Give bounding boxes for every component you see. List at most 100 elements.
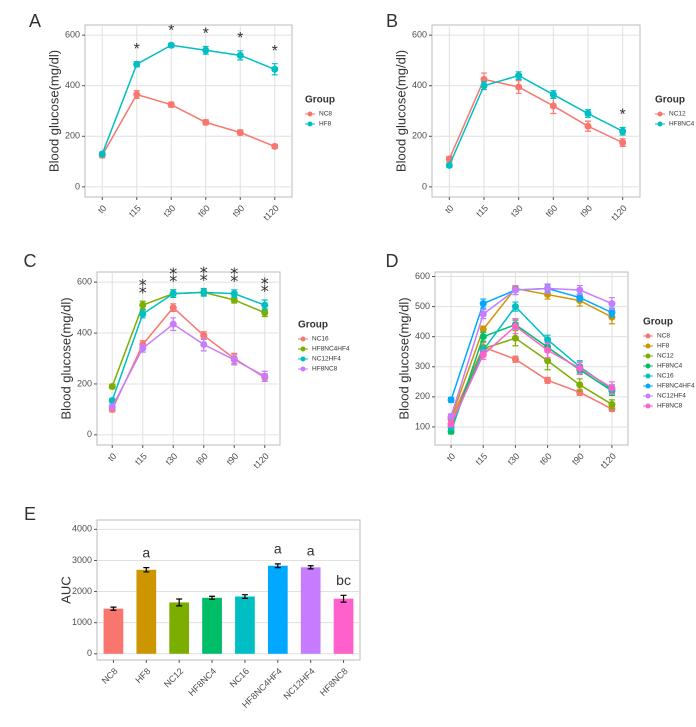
y-tick-label: 500 [415,301,430,311]
y-tick-label: 200 [412,131,427,141]
legend-label: HF8NC4HF4 [312,346,350,353]
point [108,382,116,390]
plot-area [434,271,629,446]
point [576,381,584,389]
point [549,102,557,110]
y-tick-label: 100 [415,421,430,431]
bar [267,565,288,654]
point [167,101,175,109]
x-tick-label: t60 [544,203,560,219]
legend-label: HF8NC4 [669,121,695,128]
annotation: ⁑ [261,277,269,296]
annotation: * [134,41,140,58]
point [447,412,455,420]
legend-dot [645,383,651,389]
error-bar [340,594,347,603]
y-axis-title: AUC [58,576,73,603]
legend-title: Group [305,95,335,106]
annotation: ⁑ [169,267,177,286]
point [608,309,616,317]
point [480,82,488,90]
legend-label: HF8 [657,343,670,350]
point [480,75,488,83]
point [202,46,210,54]
x-tick-label: NC8 [100,666,120,686]
annotation: ⁑ [139,278,147,297]
legend-dot [645,343,651,349]
point [261,372,269,380]
point [167,41,175,49]
annotation: ⁑ [200,266,208,285]
panel-label: D [386,251,399,271]
y-axis-title: Blood glucose(mg/dl) [46,50,61,172]
error-bar [110,606,117,611]
bar [333,598,354,654]
point [549,91,557,99]
x-tick-label: NC12 [162,666,185,689]
annotation: * [203,26,209,43]
x-tick-label: t90 [570,451,586,467]
bar [136,569,157,654]
point [202,118,210,126]
bar [300,567,321,654]
point [236,51,244,59]
point [479,333,487,341]
point [584,122,592,130]
y-tick-label: 4000 [72,524,92,534]
y-tick-label: 200 [77,378,92,388]
legend-dot [300,346,306,352]
annotation: * [620,107,626,124]
point [544,346,552,354]
x-tick-label: t120 [599,451,618,470]
x-tick-label: HF8NC8 [318,666,350,698]
point [511,334,519,342]
annotation: ⁑ [230,267,238,286]
series-line [450,346,613,420]
annotation: bc [336,572,351,588]
legend-dot [307,121,313,127]
legend-dot [645,353,651,359]
y-axis-title: Blood glucose(mg/dl) [58,297,73,419]
panel-label: A [29,11,41,31]
error-bar [176,598,183,607]
series-line [111,291,266,401]
panel-label: B [386,11,398,31]
legend-label: HF8NC4 [657,363,683,370]
error-bar [143,567,150,573]
x-tick-label: t15 [474,203,490,219]
x-tick-label: t90 [578,203,594,219]
error-bar [274,563,281,569]
panel-label: C [24,251,37,271]
point [200,288,208,296]
point [479,310,487,318]
x-tick-label: HF8NC4 [186,666,218,698]
point [576,286,584,294]
series-line [448,78,623,160]
bar [103,608,124,654]
y-tick-label: 200 [415,391,430,401]
y-tick-label: 400 [77,327,92,337]
point [169,304,177,312]
error-bar [209,595,216,600]
y-tick-label: 400 [415,331,430,341]
point [230,290,238,298]
annotation: a [307,542,315,558]
x-tick-label: t15 [133,451,149,467]
point [511,355,519,363]
point [544,285,552,293]
y-axis-title: Blood glucose(mg/dl) [393,50,408,172]
y-tick-label: 400 [65,80,80,90]
point [139,301,147,309]
plot-area [96,271,281,446]
x-tick-label: t15 [473,451,489,467]
point [479,351,487,359]
point [515,83,523,91]
series-line [111,323,266,408]
x-tick-label: t30 [161,203,177,219]
legend-label: HF8NC8 [657,403,683,410]
x-tick-label: t0 [443,203,455,215]
plot-area [84,24,293,198]
point [544,376,552,384]
x-tick-label: t30 [509,203,525,219]
annotation: * [237,30,243,47]
